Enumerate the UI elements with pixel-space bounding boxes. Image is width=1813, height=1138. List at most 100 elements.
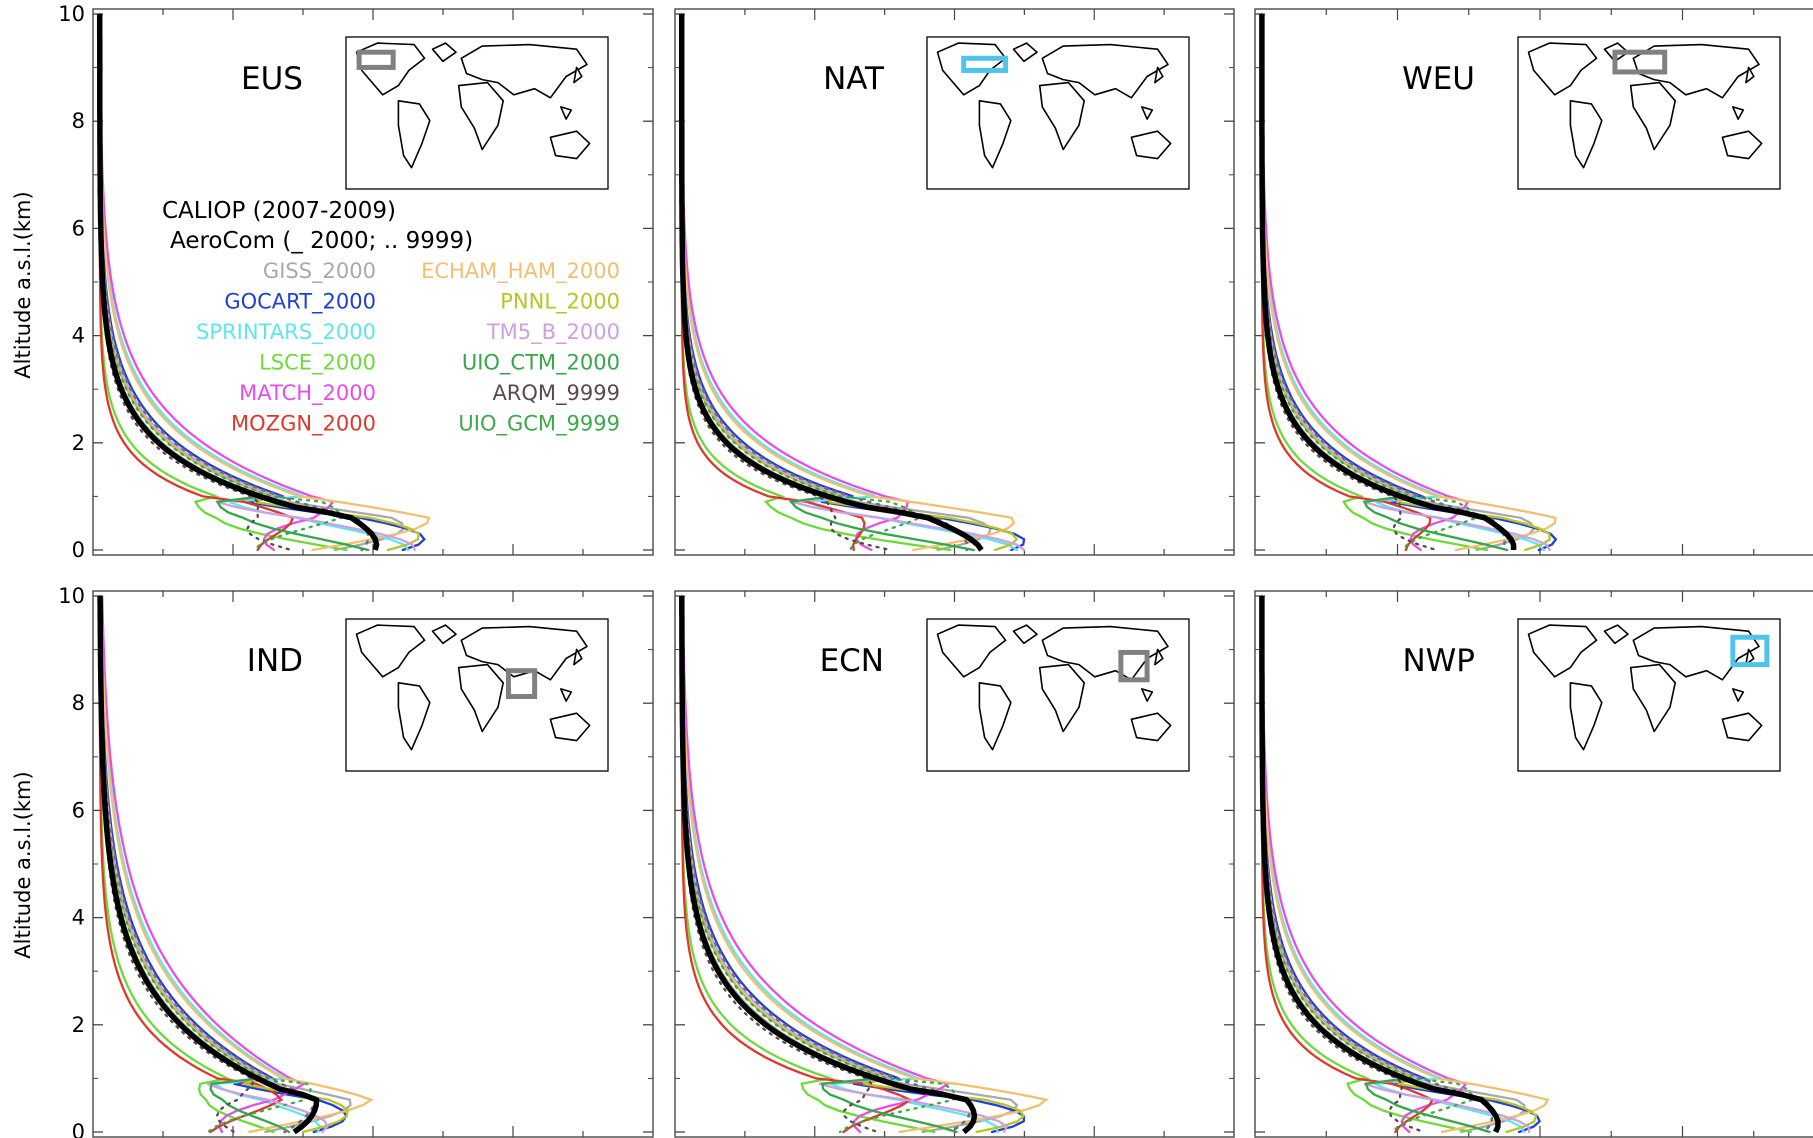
region-label: ECN xyxy=(820,643,884,679)
y-tick-label: 10 xyxy=(58,2,85,26)
legend-entry-lsce-2000: LSCE_2000 xyxy=(259,351,376,376)
profile-series-group xyxy=(678,12,1026,552)
continent-outline xyxy=(1632,625,1760,681)
continent-outline xyxy=(1629,663,1676,733)
legend-entry-uio-ctm-2000: UIO_CTM_2000 xyxy=(462,351,620,376)
profile-line-uio-gcm-9999 xyxy=(680,594,957,1134)
legend-entry-arqm-9999: ARQM_9999 xyxy=(492,381,620,406)
region-highlight-box xyxy=(1118,649,1150,683)
y-tick-label: 4 xyxy=(72,906,85,930)
y-tick-label: 0 xyxy=(72,538,85,562)
y-tick-label: 4 xyxy=(72,324,85,348)
region-label: NAT xyxy=(823,61,885,97)
profile-caliop xyxy=(97,596,320,1135)
legend: CALIOP (2007-2009) AeroCom (_ 2000; .. 9… xyxy=(162,198,620,437)
legend-entry-mozgn-2000: MOZGN_2000 xyxy=(231,412,376,437)
profile-caliop xyxy=(96,14,380,551)
profile-caliop xyxy=(1259,14,1517,551)
y-tick-label: 0 xyxy=(72,1120,85,1138)
y-tick-label: 8 xyxy=(72,109,85,133)
region-highlight-box xyxy=(1612,49,1668,75)
continent-outline xyxy=(549,712,591,742)
y-tick-label: 6 xyxy=(72,798,85,822)
profile-line-pnnl-2000 xyxy=(1260,594,1538,1134)
profile-series-group xyxy=(1259,12,1558,552)
continent-outline xyxy=(397,100,431,169)
y-tick-label: 2 xyxy=(72,1013,85,1037)
inset-world-map xyxy=(345,36,609,190)
continent-outline xyxy=(1569,681,1603,751)
panel-nat: NAT xyxy=(674,8,1235,556)
continent-outline xyxy=(1527,624,1598,678)
continent-outline xyxy=(573,648,583,666)
continent-outline xyxy=(1038,81,1085,151)
legend-entry-uio-gcm-9999: UIO_GCM_9999 xyxy=(458,412,620,437)
continent-outline xyxy=(936,624,1007,678)
panels-layer: 0 2 4 6 8 10 EUS NAT WEU 0 2 4 6 8 10 IND ECN NWP xyxy=(58,2,1813,1138)
region-label: WEU xyxy=(1402,61,1475,97)
region-highlight-box xyxy=(356,49,396,70)
continent-outline xyxy=(1721,712,1763,742)
continent-outline xyxy=(1732,106,1745,120)
inset-world-map xyxy=(1517,36,1781,190)
continent-outline xyxy=(1141,688,1154,702)
y-tick-label: 10 xyxy=(58,584,85,608)
continent-outline xyxy=(559,106,573,120)
continent-outline xyxy=(549,130,591,160)
profile-series-group xyxy=(97,594,375,1135)
region-label: EUS xyxy=(241,61,303,97)
continent-outline xyxy=(457,663,505,733)
continent-outline xyxy=(1130,712,1172,742)
continent-outline xyxy=(1012,624,1038,645)
profile-series-group xyxy=(679,594,1049,1135)
continent-outline xyxy=(573,66,583,84)
continent-outline xyxy=(397,681,431,751)
legend-entry-echam-ham-2000: ECHAM_HAM_2000 xyxy=(421,259,620,284)
panel-ecn: ECN xyxy=(674,590,1235,1138)
panel-eus: 0 2 4 6 8 10 EUS xyxy=(58,2,654,562)
continent-outline xyxy=(457,81,505,151)
legend-entry-sprintars-2000: SPRINTARS_2000 xyxy=(196,320,376,345)
continent-outline xyxy=(460,43,588,99)
profile-series-group xyxy=(1259,594,1550,1134)
legend-entry-tm5-b-2000: TM5_B_2000 xyxy=(486,320,620,345)
profile-caliop xyxy=(678,14,984,552)
continent-outline xyxy=(1629,81,1676,151)
continent-outline xyxy=(1721,130,1763,160)
y-tick-label: 2 xyxy=(72,431,85,455)
profile-line-arqm-9999 xyxy=(1260,594,1425,1134)
legend-entry-pnnl-2000: PNNL_2000 xyxy=(500,290,620,315)
continent-outline xyxy=(1154,648,1164,666)
region-highlight-box xyxy=(961,55,1009,73)
panel-nwp: NWP xyxy=(1254,590,1813,1138)
y-axis-label-top: Altitude a.s.l.(km) xyxy=(11,191,35,378)
inset-world-map xyxy=(926,618,1190,772)
legend-title-aerocom: AeroCom (_ 2000; .. 9999) xyxy=(170,228,473,254)
panel-ind: 0 2 4 6 8 10 IND xyxy=(58,584,654,1138)
inset-world-map xyxy=(926,36,1190,190)
continent-outline xyxy=(355,624,426,678)
panel-weu: WEU xyxy=(1254,8,1813,556)
continent-outline xyxy=(431,42,457,63)
continent-outline xyxy=(1745,648,1755,666)
legend-entry-gocart-2000: GOCART_2000 xyxy=(224,290,376,315)
profile-caliop xyxy=(1259,596,1501,1134)
profile-series-group xyxy=(96,12,431,552)
continent-outline xyxy=(978,681,1012,751)
region-highlight-box xyxy=(505,668,538,700)
continent-outline xyxy=(1038,663,1085,733)
continent-outline xyxy=(431,624,457,645)
continent-outline xyxy=(1154,66,1164,84)
region-label: NWP xyxy=(1402,643,1475,679)
region-highlight-box xyxy=(1730,634,1770,668)
continent-outline xyxy=(1745,66,1755,84)
continent-outline xyxy=(1130,130,1172,160)
profile-line-gocart-2000 xyxy=(1260,594,1542,1134)
legend-entry-match-2000: MATCH_2000 xyxy=(239,381,376,406)
continent-outline xyxy=(1141,106,1154,120)
continent-outline xyxy=(460,625,588,681)
continent-outline xyxy=(1041,43,1169,99)
inset-world-map xyxy=(1517,618,1781,772)
legend-entry-giss-2000: GISS_2000 xyxy=(263,259,376,284)
